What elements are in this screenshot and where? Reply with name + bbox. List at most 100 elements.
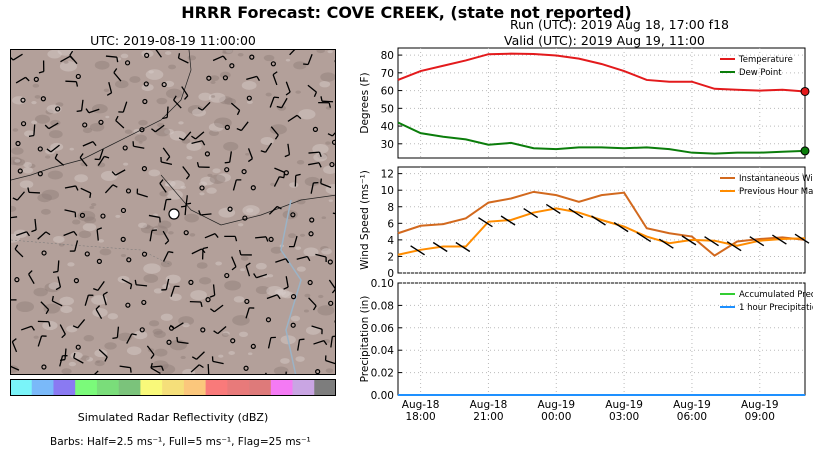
wind-barb bbox=[204, 232, 219, 239]
terrain-relief bbox=[233, 296, 245, 303]
colorbar-swatch bbox=[140, 379, 163, 396]
terrain-relief bbox=[165, 180, 176, 187]
terrain-relief bbox=[325, 141, 331, 145]
wind-barb bbox=[288, 235, 298, 248]
wind-barb bbox=[209, 304, 224, 313]
terrain-relief bbox=[318, 294, 324, 299]
calm-wind-marker bbox=[283, 170, 289, 176]
wind-barb bbox=[410, 245, 425, 256]
wind-barb bbox=[59, 355, 68, 367]
calm-wind-marker bbox=[206, 75, 212, 81]
calm-wind-marker bbox=[222, 75, 229, 81]
wind-barb bbox=[97, 155, 110, 166]
terrain-relief bbox=[41, 189, 60, 201]
calm-wind-marker bbox=[124, 60, 131, 66]
wind-barb bbox=[308, 151, 322, 158]
calm-wind-marker bbox=[141, 251, 148, 257]
terrain-relief bbox=[105, 374, 109, 375]
wind-barb bbox=[173, 95, 182, 109]
terrain-relief bbox=[280, 358, 290, 364]
terrain-relief bbox=[199, 277, 212, 285]
wind-barb bbox=[269, 96, 280, 108]
terrain-relief bbox=[165, 51, 172, 55]
calm-wind-marker bbox=[41, 250, 47, 256]
wind-barb bbox=[118, 101, 128, 113]
colorbar-label: Simulated Radar Reflectivity (dBZ) bbox=[77, 411, 269, 424]
terrain-relief bbox=[276, 289, 291, 298]
calm-wind-marker bbox=[188, 279, 194, 285]
terrain-relief bbox=[153, 330, 166, 339]
terrain-relief bbox=[313, 153, 328, 162]
wind-barb bbox=[11, 53, 23, 61]
terrain-relief bbox=[57, 50, 74, 56]
wind-barb bbox=[432, 241, 448, 253]
calm-wind-marker bbox=[224, 167, 230, 173]
wind-barb bbox=[163, 198, 172, 211]
wind-barb bbox=[232, 179, 242, 191]
wind-barb bbox=[270, 126, 279, 140]
wind-barb bbox=[303, 54, 313, 66]
wind-barb bbox=[169, 322, 184, 330]
calm-wind-marker bbox=[20, 121, 27, 127]
colorbar-swatch bbox=[227, 379, 250, 396]
wind-barb bbox=[28, 270, 35, 284]
wind-barb bbox=[80, 187, 92, 199]
terrain-relief bbox=[209, 174, 226, 184]
terrain-relief bbox=[289, 182, 299, 188]
terrain-relief bbox=[70, 351, 83, 360]
terrain-relief bbox=[320, 72, 335, 82]
terrain-relief bbox=[60, 305, 73, 314]
series-line bbox=[397, 52, 806, 93]
wind-barb bbox=[246, 75, 260, 82]
wind-barb bbox=[37, 231, 51, 240]
terrain-relief bbox=[61, 368, 72, 374]
terrain-relief bbox=[317, 305, 335, 316]
calm-wind-marker bbox=[141, 299, 147, 306]
terrain-relief bbox=[189, 233, 196, 237]
wind-barb bbox=[794, 233, 810, 244]
terrain-relief bbox=[216, 173, 231, 182]
terrain-relief bbox=[89, 205, 95, 209]
terrain-relief bbox=[143, 224, 151, 229]
calm-wind-marker bbox=[75, 73, 81, 80]
wind-barb bbox=[307, 84, 318, 97]
colorbar-swatch bbox=[118, 379, 141, 396]
wind-barb bbox=[289, 50, 296, 56]
wind-barb bbox=[296, 255, 311, 262]
wind-barb bbox=[136, 188, 148, 198]
wind-barb bbox=[98, 348, 108, 362]
x-tick-label: 03:00 bbox=[609, 411, 639, 420]
wind-barb bbox=[11, 365, 20, 371]
wind-barb bbox=[162, 250, 174, 262]
chart-panel-1: 30 40 50 60 70 80 Degrees (F) Temperature Dew Po… bbox=[359, 47, 810, 159]
terrain-relief bbox=[237, 223, 244, 227]
calm-wind-marker bbox=[143, 81, 149, 87]
terrain-relief bbox=[169, 130, 187, 141]
wind-barb bbox=[315, 253, 327, 263]
wind-barb bbox=[285, 81, 291, 96]
y-tick-label: 0.00 bbox=[371, 390, 394, 402]
y-tick-label: 12 bbox=[381, 169, 394, 181]
x-tick-label: 06:00 bbox=[677, 411, 707, 420]
terrain-relief bbox=[327, 50, 333, 54]
terrain-relief bbox=[82, 223, 97, 232]
calm-wind-marker bbox=[37, 146, 43, 152]
terrain-relief bbox=[129, 76, 141, 83]
calm-wind-marker bbox=[200, 327, 206, 333]
calm-wind-marker bbox=[82, 122, 88, 128]
terrain-relief bbox=[240, 256, 249, 261]
series-line bbox=[397, 207, 806, 256]
y-tick-label: 0.10 bbox=[371, 278, 394, 290]
radar-map bbox=[10, 49, 336, 375]
terrain-relief bbox=[298, 109, 316, 120]
terrain-relief bbox=[107, 313, 119, 320]
wind-barb bbox=[94, 370, 99, 374]
wind-barb bbox=[51, 295, 63, 307]
wind-barb bbox=[285, 371, 287, 374]
terrain-relief bbox=[290, 315, 301, 322]
wind-barb bbox=[55, 276, 62, 291]
y-axis-label: Wind Speed (ms⁻¹) bbox=[359, 170, 371, 270]
terrain-relief bbox=[316, 50, 325, 54]
wind-barb bbox=[14, 244, 24, 258]
calm-wind-marker bbox=[331, 139, 335, 145]
